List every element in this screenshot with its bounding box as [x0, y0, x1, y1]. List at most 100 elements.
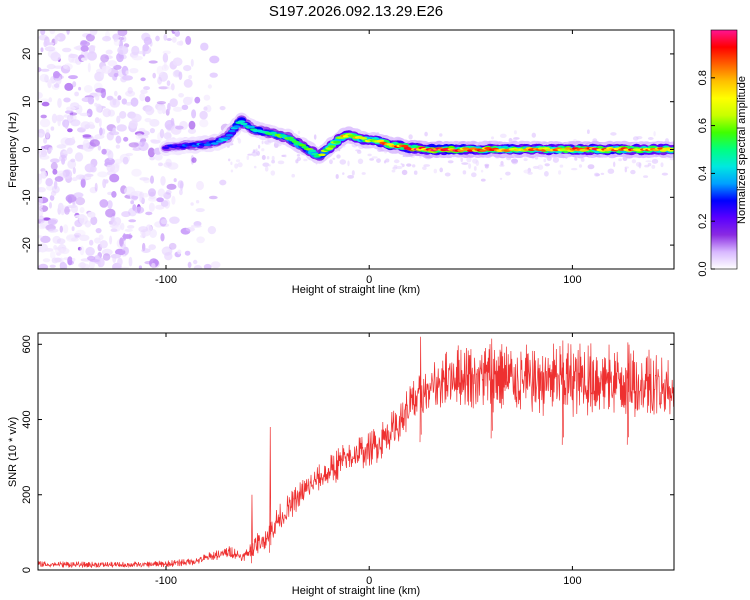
noise-blob — [57, 98, 62, 108]
noise-blob — [49, 264, 56, 268]
faint-blob — [332, 157, 336, 160]
noise-blob — [43, 137, 48, 144]
noise-blob — [40, 235, 51, 243]
noise-blob — [193, 259, 198, 265]
noise-blob — [50, 162, 58, 171]
noise-blob — [42, 258, 51, 263]
noise-blob — [38, 235, 43, 239]
noise-blob — [98, 234, 104, 240]
spectrogram-y-label: Frequency (Hz) — [7, 112, 19, 188]
noise-blob — [139, 92, 146, 102]
noise-blob — [143, 36, 152, 46]
noise-blob — [157, 105, 164, 115]
noise-blob — [184, 250, 191, 256]
ridge-core — [269, 131, 277, 135]
faint-blob — [230, 161, 233, 166]
noise-blob — [162, 53, 169, 63]
noise-blob — [167, 102, 171, 112]
noise-blob — [112, 98, 117, 106]
colorbar-tick-label: 0.0 — [697, 261, 709, 276]
noise-blob — [158, 162, 163, 167]
noise-blob — [84, 173, 94, 177]
noise-blob — [139, 191, 144, 199]
noise-blob — [199, 110, 208, 120]
noise-blob — [152, 72, 156, 79]
noise-blob — [131, 113, 142, 123]
faint-blob — [342, 172, 345, 175]
faint-blob — [284, 154, 287, 158]
noise-blob — [57, 116, 61, 127]
noise-blob — [48, 228, 59, 233]
noise-blob — [128, 142, 140, 148]
faint-blob — [246, 155, 250, 160]
faint-blob — [644, 164, 650, 168]
noise-blob — [159, 128, 165, 139]
snr-x-tick-label: -100 — [155, 575, 177, 587]
noise-blob — [194, 96, 201, 104]
noise-blob — [60, 262, 68, 269]
noise-blob — [167, 162, 179, 170]
noise-blob — [40, 68, 50, 72]
noise-blob — [78, 86, 82, 91]
noise-blob — [121, 211, 131, 218]
noise-blob — [40, 170, 47, 179]
noise-blob — [50, 126, 55, 131]
faint-blob — [252, 149, 255, 154]
noise-blob — [116, 124, 127, 132]
ridge-core — [228, 129, 236, 133]
noise-blob — [155, 35, 160, 42]
noise-blob — [89, 239, 94, 246]
faint-blob — [396, 165, 403, 170]
faint-blob — [253, 165, 257, 169]
noise-blob — [82, 134, 92, 138]
noise-blob — [166, 86, 172, 90]
noise-blob — [71, 258, 76, 262]
noise-blob — [78, 234, 90, 241]
faint-blob — [268, 164, 271, 167]
noise-blob — [50, 158, 60, 163]
noise-blob — [38, 196, 43, 205]
faint-blob — [552, 156, 560, 163]
faint-blob — [558, 170, 562, 175]
faint-blob — [336, 154, 341, 159]
noise-blob — [193, 265, 203, 269]
noise-blob — [102, 108, 112, 118]
noise-blob — [116, 115, 121, 124]
ridge-core — [233, 125, 241, 128]
noise-blob — [168, 242, 177, 250]
noise-blob — [97, 257, 105, 268]
noise-blob — [80, 40, 88, 45]
noise-blob — [94, 92, 102, 97]
faint-blob — [472, 158, 478, 164]
snr-x-label: Height of straight line (km) — [292, 585, 420, 597]
noise-blob — [120, 222, 125, 231]
noise-blob — [128, 256, 133, 267]
spectrogram-y-tick-label: 20 — [21, 48, 33, 60]
noise-blob — [171, 36, 177, 43]
noise-blob — [63, 97, 71, 103]
faint-blob — [484, 163, 490, 167]
noise-blob — [74, 152, 84, 162]
noise-blob — [40, 47, 44, 53]
noise-blob — [170, 83, 175, 91]
faint-blob — [401, 169, 408, 176]
faint-blob — [466, 156, 472, 163]
noise-blob — [210, 261, 221, 269]
faint-blob — [638, 162, 642, 169]
noise-blob — [59, 225, 63, 233]
colorbar-tick-label: 0.2 — [697, 214, 709, 229]
noise-blob — [107, 60, 118, 67]
faint-blob — [277, 160, 285, 165]
noise-blob — [187, 128, 197, 135]
noise-blob — [117, 257, 123, 267]
noise-blob — [158, 86, 169, 90]
noise-blob — [72, 81, 77, 88]
faint-blob — [424, 131, 428, 137]
noise-blob — [189, 96, 194, 101]
faint-blob — [651, 158, 659, 164]
faint-blob — [408, 134, 413, 140]
noise-blob — [149, 229, 158, 238]
noise-blob — [172, 57, 183, 66]
noise-blob — [56, 144, 67, 149]
